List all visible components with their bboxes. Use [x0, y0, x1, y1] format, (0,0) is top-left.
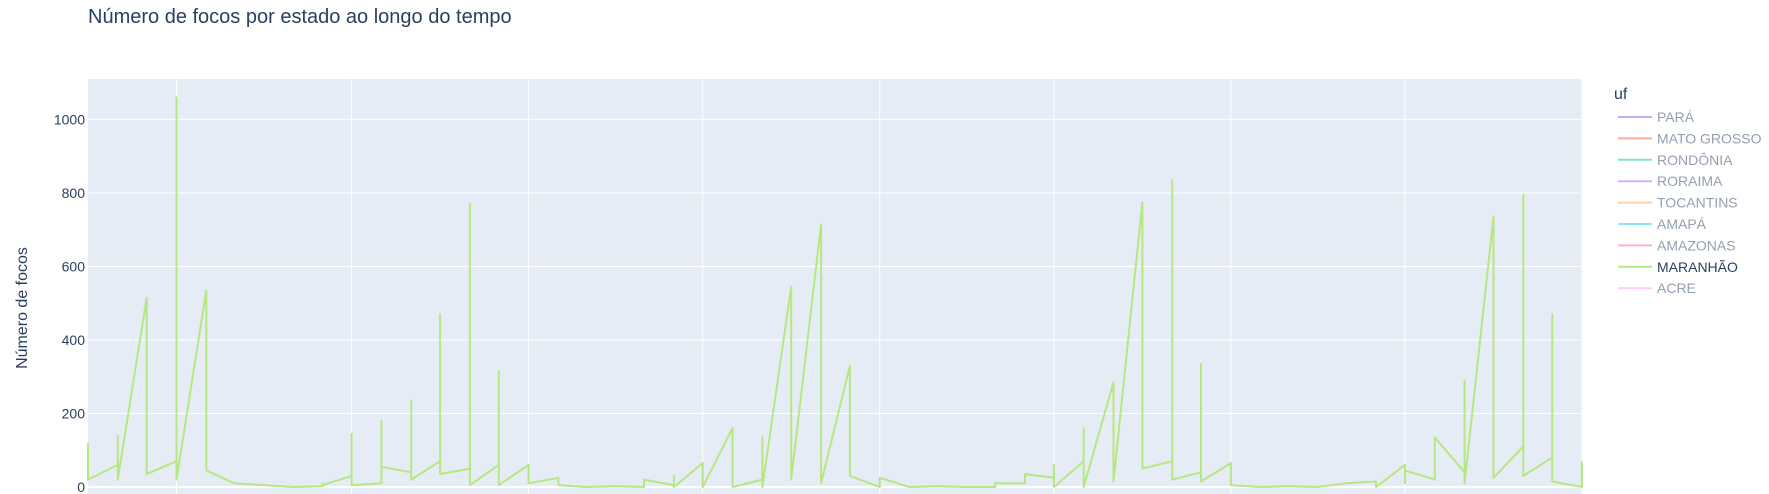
series-layer [87, 96, 1583, 488]
legend-label: TOCANTINS [1657, 195, 1738, 211]
legend-title: uf [1614, 86, 1628, 103]
y-axis-title: Número de focos [14, 247, 31, 369]
legend-label: AMAPÁ [1657, 216, 1707, 232]
y-tick-label: 600 [62, 258, 86, 274]
legend-label: RONDÔNIA [1657, 152, 1733, 168]
legend-label: ACRE [1657, 280, 1696, 296]
y-tick-label: 0 [77, 479, 85, 494]
legend-item[interactable]: MARANHÃO [1618, 259, 1738, 275]
y-tick-label: 400 [62, 332, 86, 348]
y-tick-label: 1000 [54, 111, 85, 127]
legend-label: AMAZONAS [1657, 237, 1736, 253]
legend-item[interactable]: AMAPÁ [1618, 216, 1707, 232]
y-tick-label: 800 [62, 185, 86, 201]
legend-item[interactable]: RONDÔNIA [1618, 152, 1733, 168]
legend-item[interactable]: AMAZONAS [1618, 237, 1736, 253]
y-tick-label: 200 [62, 405, 86, 421]
gridlines [88, 79, 1583, 494]
plot-area[interactable] [88, 79, 1582, 494]
legend-label: RORAIMA [1657, 173, 1723, 189]
legend-item[interactable]: TOCANTINS [1618, 195, 1738, 211]
legend-item[interactable]: RORAIMA [1618, 173, 1723, 189]
legend-label: MARANHÃO [1657, 259, 1738, 275]
y-axis-ticks: 0 200 400 600 800 1000 [54, 111, 85, 494]
legend-label: PARÁ [1657, 109, 1695, 125]
legend-item[interactable]: ACRE [1618, 280, 1696, 296]
legend-item[interactable]: MATO GROSSO [1618, 130, 1762, 146]
legend: PARÁ MATO GROSSO RONDÔNIA RORAIMA TOCANTINS A… [1618, 109, 1762, 296]
chart-title: Número de focos por estado ao longo do t… [88, 6, 512, 28]
series-line-maranhao[interactable] [87, 96, 1583, 488]
legend-item[interactable]: PARÁ [1618, 109, 1695, 125]
legend-label: MATO GROSSO [1657, 130, 1762, 146]
